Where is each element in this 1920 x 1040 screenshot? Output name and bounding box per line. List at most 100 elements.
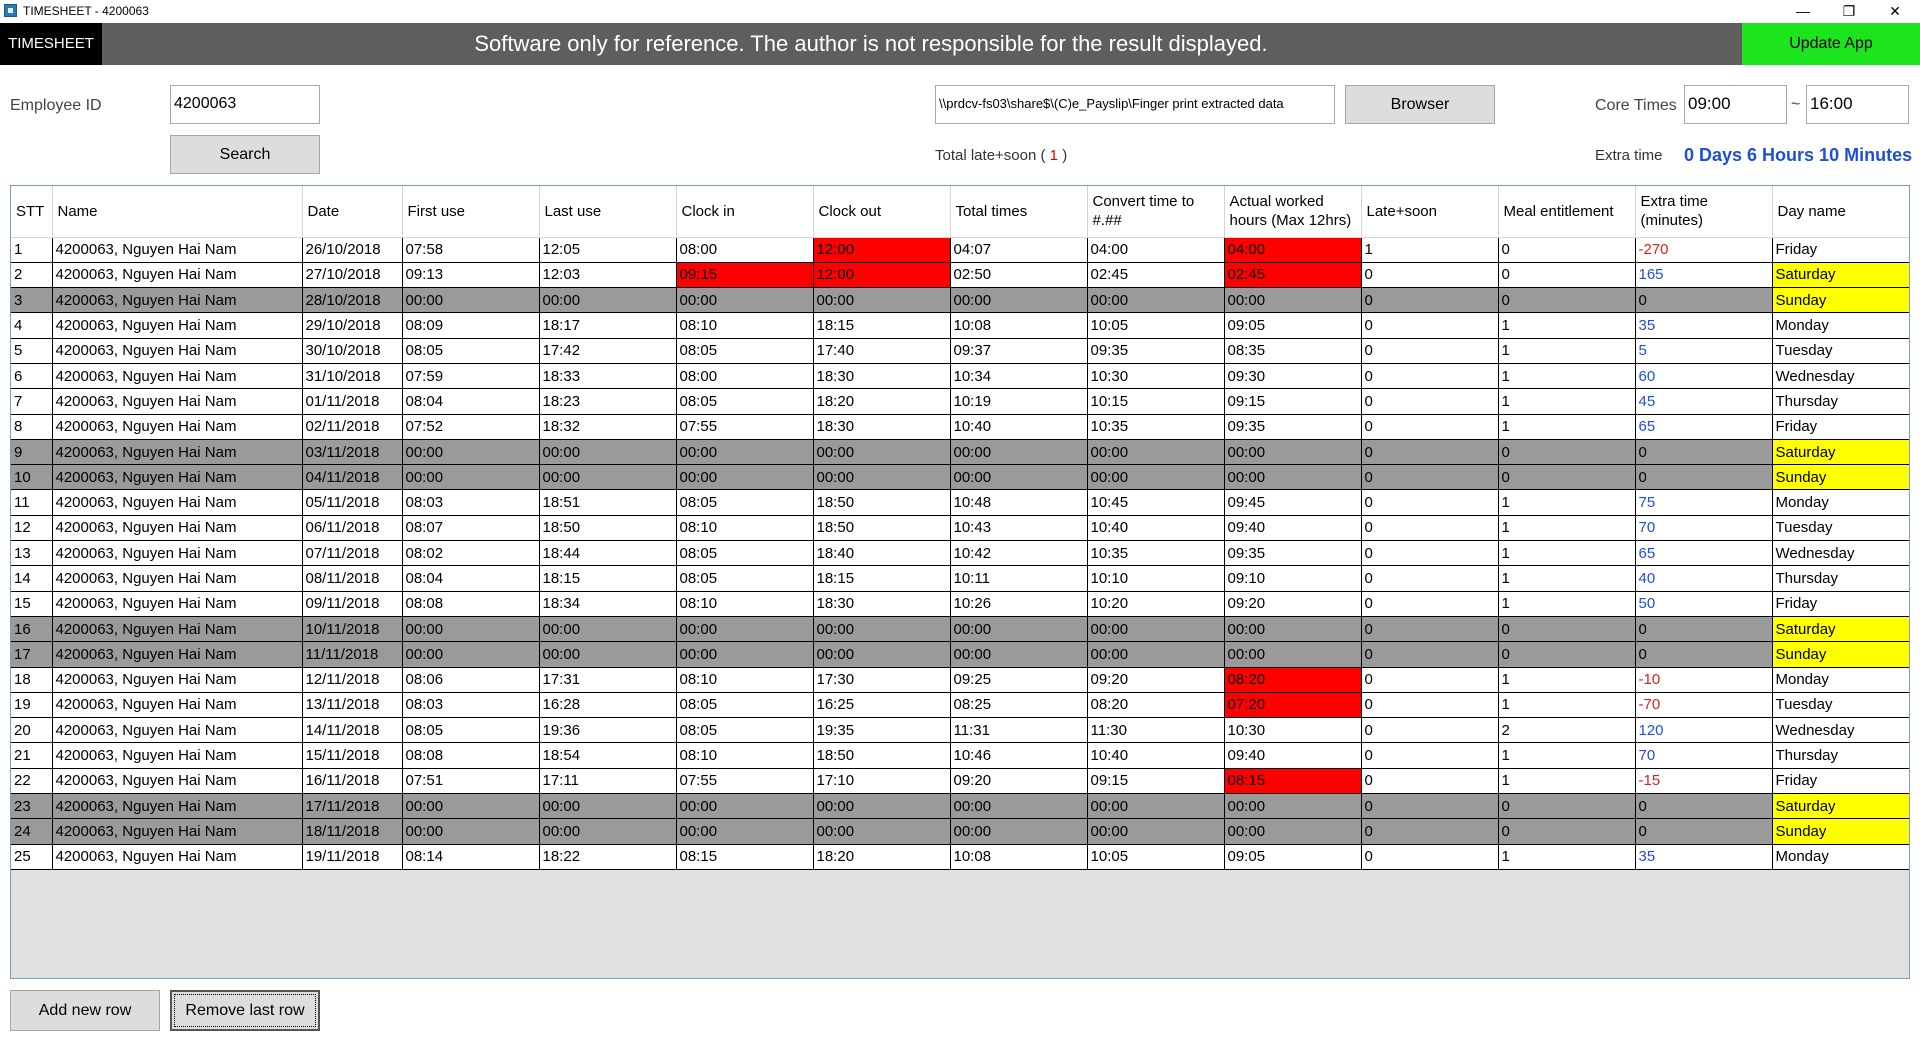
cell-name[interactable]: 4200063, Nguyen Hai Nam [52, 667, 303, 693]
cell-meal-entitlement[interactable]: 0 [1498, 616, 1636, 643]
cell-first-use[interactable]: 08:14 [402, 844, 540, 870]
cell-total-times[interactable]: 00:00 [950, 793, 1088, 820]
cell-day-name[interactable]: Friday [1772, 768, 1909, 795]
search-button[interactable]: Search [170, 135, 320, 174]
cell-day-name[interactable]: Friday [1772, 237, 1909, 263]
cell-total-times[interactable]: 08:25 [950, 692, 1088, 719]
cell-stt[interactable]: 10 [11, 464, 53, 491]
cell-name[interactable]: 4200063, Nguyen Hai Nam [52, 439, 303, 466]
cell-name[interactable]: 4200063, Nguyen Hai Nam [52, 464, 303, 491]
cell-late-soon[interactable]: 0 [1361, 464, 1499, 491]
cell-clock-in[interactable]: 00:00 [676, 818, 814, 845]
cell-late-soon[interactable]: 0 [1361, 692, 1499, 719]
cell-first-use[interactable]: 08:03 [402, 489, 540, 516]
cell-actual-worked-hours[interactable]: 09:35 [1224, 414, 1362, 440]
cell-clock-in[interactable]: 09:15 [676, 262, 814, 289]
cell-date[interactable]: 08/11/2018 [302, 565, 403, 592]
cell-meal-entitlement[interactable]: 1 [1498, 312, 1636, 339]
table-row[interactable]: 17 4200063, Nguyen Hai Nam 11/11/2018 00:00… [11, 641, 1909, 668]
cell-clock-in[interactable]: 08:05 [676, 388, 814, 415]
cell-convert-time[interactable]: 10:35 [1087, 540, 1225, 567]
cell-date[interactable]: 07/11/2018 [302, 540, 403, 567]
cell-first-use[interactable]: 00:00 [402, 793, 540, 820]
cell-last-use[interactable]: 18:17 [539, 312, 677, 339]
cell-date[interactable]: 10/11/2018 [302, 616, 403, 643]
cell-day-name[interactable]: Monday [1772, 489, 1909, 516]
cell-late-soon[interactable]: 0 [1361, 591, 1499, 617]
cell-first-use[interactable]: 07:59 [402, 363, 540, 390]
cell-actual-worked-hours[interactable]: 02:45 [1224, 262, 1362, 289]
cell-stt[interactable]: 4 [11, 312, 53, 339]
cell-first-use[interactable]: 08:04 [402, 565, 540, 592]
cell-clock-out[interactable]: 17:30 [813, 667, 951, 693]
cell-day-name[interactable]: Sunday [1772, 464, 1909, 491]
cell-meal-entitlement[interactable]: 0 [1498, 818, 1636, 845]
cell-extra-time[interactable]: 0 [1635, 818, 1773, 845]
cell-convert-time[interactable]: 10:45 [1087, 489, 1225, 516]
cell-name[interactable]: 4200063, Nguyen Hai Nam [52, 768, 303, 795]
cell-late-soon[interactable]: 0 [1361, 312, 1499, 339]
cell-clock-out[interactable]: 17:10 [813, 768, 951, 795]
cell-actual-worked-hours[interactable]: 00:00 [1224, 464, 1362, 491]
column-header-clock-in[interactable]: Clock in [676, 186, 814, 238]
browser-button[interactable]: Browser [1345, 85, 1495, 124]
cell-first-use[interactable]: 08:02 [402, 540, 540, 567]
cell-actual-worked-hours[interactable]: 09:40 [1224, 515, 1362, 542]
cell-first-use[interactable]: 08:09 [402, 312, 540, 339]
cell-extra-time[interactable]: 0 [1635, 439, 1773, 466]
cell-late-soon[interactable]: 0 [1361, 844, 1499, 870]
cell-late-soon[interactable]: 0 [1361, 616, 1499, 643]
cell-meal-entitlement[interactable]: 1 [1498, 388, 1636, 415]
cell-clock-out[interactable]: 00:00 [813, 287, 951, 314]
cell-clock-in[interactable]: 08:00 [676, 363, 814, 390]
column-header-extra-time[interactable]: Extra time (minutes) [1635, 186, 1773, 238]
cell-total-times[interactable]: 09:37 [950, 338, 1088, 364]
cell-extra-time[interactable]: 45 [1635, 388, 1773, 415]
cell-total-times[interactable]: 10:48 [950, 489, 1088, 516]
cell-last-use[interactable]: 19:36 [539, 717, 677, 744]
table-row[interactable]: 25 4200063, Nguyen Hai Nam 19/11/2018 08:14… [11, 844, 1909, 870]
cell-late-soon[interactable]: 0 [1361, 641, 1499, 668]
cell-last-use[interactable]: 00:00 [539, 287, 677, 314]
cell-first-use[interactable]: 00:00 [402, 616, 540, 643]
table-row[interactable]: 13 4200063, Nguyen Hai Nam 07/11/2018 08:02… [11, 540, 1909, 567]
cell-convert-time[interactable]: 10:15 [1087, 388, 1225, 415]
table-row[interactable]: 12 4200063, Nguyen Hai Nam 06/11/2018 08:07… [11, 515, 1909, 542]
cell-extra-time[interactable]: -70 [1635, 692, 1773, 719]
cell-date[interactable]: 31/10/2018 [302, 363, 403, 390]
cell-total-times[interactable]: 00:00 [950, 439, 1088, 466]
cell-extra-time[interactable]: 70 [1635, 515, 1773, 542]
cell-clock-in[interactable]: 00:00 [676, 793, 814, 820]
cell-extra-time[interactable]: 35 [1635, 312, 1773, 339]
cell-extra-time[interactable]: -10 [1635, 667, 1773, 693]
column-header-day-name[interactable]: Day name [1772, 186, 1909, 238]
cell-total-times[interactable]: 04:07 [950, 237, 1088, 263]
cell-total-times[interactable]: 09:20 [950, 768, 1088, 795]
cell-meal-entitlement[interactable]: 1 [1498, 515, 1636, 542]
cell-late-soon[interactable]: 0 [1361, 338, 1499, 364]
cell-convert-time[interactable]: 08:20 [1087, 692, 1225, 719]
cell-name[interactable]: 4200063, Nguyen Hai Nam [52, 237, 303, 263]
cell-day-name[interactable]: Thursday [1772, 565, 1909, 592]
cell-last-use[interactable]: 18:32 [539, 414, 677, 440]
cell-date[interactable]: 06/11/2018 [302, 515, 403, 542]
cell-first-use[interactable]: 08:03 [402, 692, 540, 719]
cell-total-times[interactable]: 10:19 [950, 388, 1088, 415]
cell-total-times[interactable]: 02:50 [950, 262, 1088, 289]
cell-day-name[interactable]: Sunday [1772, 287, 1909, 314]
cell-clock-in[interactable]: 08:00 [676, 237, 814, 263]
cell-last-use[interactable]: 18:50 [539, 515, 677, 542]
cell-day-name[interactable]: Saturday [1772, 793, 1909, 820]
cell-late-soon[interactable]: 0 [1361, 439, 1499, 466]
cell-day-name[interactable]: Saturday [1772, 439, 1909, 466]
cell-extra-time[interactable]: 70 [1635, 742, 1773, 769]
cell-clock-in[interactable]: 00:00 [676, 641, 814, 668]
cell-clock-out[interactable]: 18:15 [813, 565, 951, 592]
cell-late-soon[interactable]: 0 [1361, 388, 1499, 415]
cell-stt[interactable]: 8 [11, 414, 53, 440]
cell-name[interactable]: 4200063, Nguyen Hai Nam [52, 287, 303, 314]
cell-clock-out[interactable]: 18:50 [813, 742, 951, 769]
cell-late-soon[interactable]: 0 [1361, 540, 1499, 567]
cell-date[interactable]: 12/11/2018 [302, 667, 403, 693]
cell-stt[interactable]: 19 [11, 692, 53, 719]
